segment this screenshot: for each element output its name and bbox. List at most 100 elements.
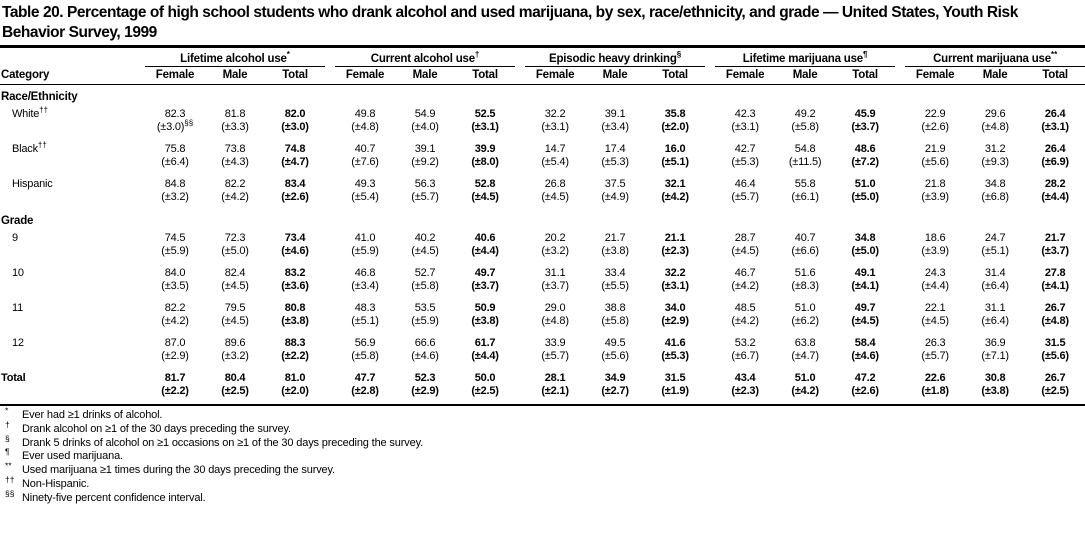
- ci-cell: (±3.5): [161, 280, 189, 292]
- yrbs-table: Category Lifetime alcohol use* Current a…: [0, 49, 1085, 403]
- footnote-text: Drank alcohol on ≥1 of the 30 days prece…: [22, 422, 291, 435]
- value-cell: 52.8: [474, 178, 496, 190]
- column-gap: [515, 139, 525, 156]
- value-cell: 29.0: [544, 302, 566, 314]
- value-cell: 34.8: [984, 178, 1006, 190]
- ci-cell: (±4.2): [661, 191, 689, 203]
- column-gap: [515, 263, 525, 280]
- value-cell: 34.0: [664, 302, 686, 314]
- value-cell: 45.9: [854, 108, 876, 120]
- ci-cell: (±3.0)§§: [156, 118, 194, 133]
- value-cell: 43.4: [734, 372, 756, 384]
- value-cell: 49.1: [854, 267, 876, 279]
- column-gap: [705, 368, 715, 385]
- column-gap: [705, 298, 715, 315]
- ci-cell: (±2.5): [221, 385, 249, 397]
- data-row-values: White†† 82.3 81.8 82.0 49.8 54.9 52.5 32.2 39.1 3…: [0, 104, 1085, 121]
- value-cell: 52.3: [414, 372, 436, 384]
- value-cell: 31.1: [984, 302, 1006, 314]
- data-row-ci: (±6.4) (±4.3) (±4.7) (±7.6) (±9.2) (±8.0) (±5.…: [0, 156, 1085, 174]
- value-cell: 54.9: [414, 108, 436, 120]
- value-cell: 80.4: [224, 372, 246, 384]
- ci-cell: (±4.5): [411, 245, 439, 257]
- value-cell: 74.5: [164, 232, 186, 244]
- ci-cell: (±4.4): [921, 280, 949, 292]
- footnote: †† Non-Hispanic.: [0, 474, 1083, 492]
- row-label-spacer: [0, 315, 145, 333]
- value-cell: 48.3: [354, 302, 376, 314]
- value-cell: 39.1: [604, 108, 626, 120]
- footnote-marker: ††: [5, 474, 15, 485]
- ci-cell: (±8.0): [471, 156, 499, 168]
- ci-cell: (±3.2): [221, 350, 249, 362]
- group-gap: [515, 49, 525, 67]
- column-gap: [705, 139, 715, 156]
- ci-cell: (±9.2): [411, 156, 439, 168]
- column-gap: [705, 191, 715, 209]
- column-gap: [515, 156, 525, 174]
- value-cell: 82.4: [224, 267, 246, 279]
- group-label: Lifetime marijuana use: [742, 53, 863, 65]
- col-header-male: Male: [965, 66, 1026, 85]
- row-footnote-marker: ††: [39, 105, 49, 115]
- group-header-current-marijuana-use: Current marijuana use**: [905, 49, 1085, 67]
- column-gap: [705, 245, 715, 263]
- column-gap: [895, 298, 905, 315]
- row-label: 12: [12, 337, 24, 349]
- ci-cell: (±3.1): [471, 121, 499, 133]
- value-cell: 72.3: [224, 232, 246, 244]
- row-label: 11: [12, 302, 24, 314]
- data-row-ci: (±3.5) (±4.5) (±3.6) (±3.4) (±5.8) (±3.7) (±3.…: [0, 280, 1085, 298]
- value-cell: 26.4: [1044, 143, 1066, 155]
- footnote-rule: [0, 404, 1085, 406]
- value-cell: 40.6: [474, 232, 496, 244]
- column-gap: [325, 191, 335, 209]
- value-cell: 81.7: [164, 372, 186, 384]
- column-gap: [325, 350, 335, 368]
- row-label-spacer: [0, 280, 145, 298]
- group-label: Episodic heavy drinking: [549, 53, 677, 65]
- ci-cell: (±3.9): [921, 245, 949, 257]
- ci-cell: (±5.0): [851, 191, 879, 203]
- ci-cell: (±2.9): [411, 385, 439, 397]
- ci-cell: (±4.5): [921, 315, 949, 327]
- row-label-spacer: [0, 245, 145, 263]
- value-cell: 79.5: [224, 302, 246, 314]
- value-cell: 47.7: [354, 372, 376, 384]
- value-cell: 82.2: [164, 302, 186, 314]
- group-gap: [895, 49, 905, 67]
- value-cell: 61.7: [474, 337, 496, 349]
- value-cell: 39.9: [474, 143, 496, 155]
- value-cell: 31.5: [664, 372, 686, 384]
- value-cell: 34.8: [854, 232, 876, 244]
- column-gap: [895, 350, 905, 368]
- value-cell: 26.7: [1044, 302, 1066, 314]
- value-cell: 52.5: [474, 108, 496, 120]
- footnote: † Drank alcohol on ≥1 of the 30 days prec…: [0, 420, 1083, 437]
- ci-cell: (±2.6): [921, 121, 949, 133]
- column-gap: [325, 368, 335, 385]
- value-cell: 22.6: [924, 372, 946, 384]
- value-cell: 29.6: [984, 108, 1006, 120]
- ci-cell: (±5.0): [221, 245, 249, 257]
- ci-cell: (±3.1): [731, 121, 759, 133]
- value-cell: 47.2: [854, 372, 876, 384]
- ci-cell: (±6.7): [731, 350, 759, 362]
- col-header-total: Total: [265, 66, 326, 85]
- column-gap: [515, 315, 525, 333]
- column-gap: [515, 245, 525, 263]
- ci-cell: (±5.7): [541, 350, 569, 362]
- ci-cell: (±4.2): [791, 385, 819, 397]
- value-cell: 33.4: [604, 267, 626, 279]
- value-cell: 16.0: [664, 143, 686, 155]
- table-title: Table 20. Percentage of high school stud…: [2, 4, 1018, 41]
- ci-cell: (±4.0): [411, 121, 439, 133]
- column-gap: [895, 263, 905, 280]
- section-label: Grade: [1, 215, 34, 227]
- ci-cell: (±3.8): [601, 245, 629, 257]
- value-cell: 82.3: [164, 108, 186, 120]
- value-cell: 26.3: [924, 337, 946, 349]
- value-cell: 24.3: [924, 267, 946, 279]
- ci-cell: (±4.2): [731, 280, 759, 292]
- column-gap: [705, 263, 715, 280]
